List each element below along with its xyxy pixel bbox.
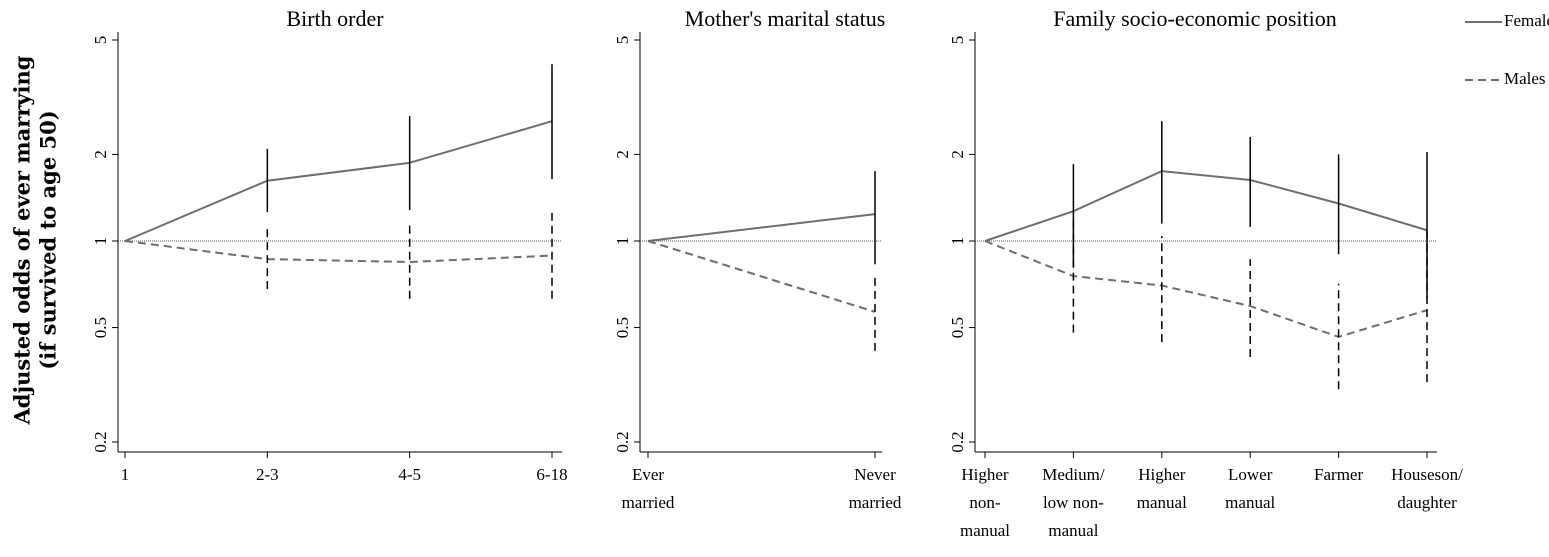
x-tick-label-line: 1 — [121, 465, 130, 484]
y-tick-label: 1 — [91, 237, 110, 246]
chart-title: Family socio-economic position — [1053, 6, 1337, 31]
x-tick-label: Never married — [849, 465, 902, 512]
y-tick-label: 0.2 — [91, 431, 110, 452]
chart-title: Birth order — [286, 6, 384, 31]
series-line — [984, 170, 1428, 242]
x-tick-label-line: married — [622, 493, 675, 512]
x-tick-label: 4-5 — [398, 465, 421, 484]
y-tick-label: 0.2 — [613, 431, 632, 452]
y-label-group: Adjusted odds of ever marrying (if survi… — [10, 55, 61, 425]
y-tick-label: 0.2 — [948, 431, 967, 452]
x-tick-label-line: married — [849, 493, 902, 512]
x-tick-label-line: Houseson/ — [1391, 465, 1463, 484]
x-tick-label-line: manual — [1225, 493, 1275, 512]
x-tick-label: 6-18 — [536, 465, 567, 484]
x-tick-label-line: manual — [1048, 521, 1098, 540]
x-tick-label-line: Higher — [1138, 465, 1186, 484]
chart-title: Mother's marital status — [685, 6, 886, 31]
series-line — [984, 240, 1428, 338]
x-tick-label-line: Higher — [961, 465, 1009, 484]
x-tick-label: Ever married — [622, 465, 675, 512]
series-line — [647, 240, 876, 313]
x-tick-label-line: 4-5 — [398, 465, 421, 484]
y-tick-label: 0.5 — [613, 317, 632, 338]
y-tick-label: 5 — [91, 36, 110, 45]
x-tick-label: Higher non-manual — [960, 465, 1010, 540]
x-tick-label-line: daughter — [1397, 493, 1457, 512]
x-tick-label-line: Farmer — [1314, 465, 1363, 484]
x-tick-label-line: Lower — [1228, 465, 1273, 484]
y-tick-label: 2 — [613, 150, 632, 159]
y-tick-label: 2 — [91, 150, 110, 159]
x-tick-label-line: low non- — [1043, 493, 1104, 512]
x-tick-label-line: 6-18 — [536, 465, 567, 484]
x-tick-label-line: 2-3 — [256, 465, 279, 484]
y-tick-label: 5 — [613, 36, 632, 45]
y-axis-label: Adjusted odds of ever marrying — [10, 55, 35, 425]
x-tick-label: 1 — [121, 465, 130, 484]
legend-label: Males — [1504, 69, 1546, 88]
x-tick-label: Medium/low non-manual — [1042, 465, 1105, 540]
y-tick-label: 1 — [948, 237, 967, 246]
y-tick-label: 1 — [613, 237, 632, 246]
y-tick-label: 2 — [948, 150, 967, 159]
x-tick-label: Higher manual — [1137, 465, 1187, 512]
x-tick-label-line: Never — [854, 465, 896, 484]
y-tick-label: 0.5 — [948, 317, 967, 338]
y-tick-label: 5 — [948, 36, 967, 45]
x-tick-label-line: manual — [1137, 493, 1187, 512]
x-tick-label: Lower manual — [1225, 465, 1275, 512]
x-tick-label-line: Ever — [632, 465, 664, 484]
x-tick-label: Houseson/daughter — [1391, 465, 1463, 512]
series-line — [124, 120, 553, 242]
x-tick-label: 2-3 — [256, 465, 279, 484]
x-tick-label-line: non- — [969, 493, 1001, 512]
x-tick-label-line: manual — [960, 521, 1010, 540]
y-axis-label: (if survived to age 50) — [36, 110, 61, 369]
series-line — [124, 240, 553, 264]
legend-label: Females — [1504, 11, 1549, 30]
x-tick-label: Farmer — [1314, 465, 1363, 484]
y-tick-label: 0.5 — [91, 317, 110, 338]
x-tick-label-line: Medium/ — [1042, 465, 1105, 484]
series-line — [647, 213, 876, 242]
